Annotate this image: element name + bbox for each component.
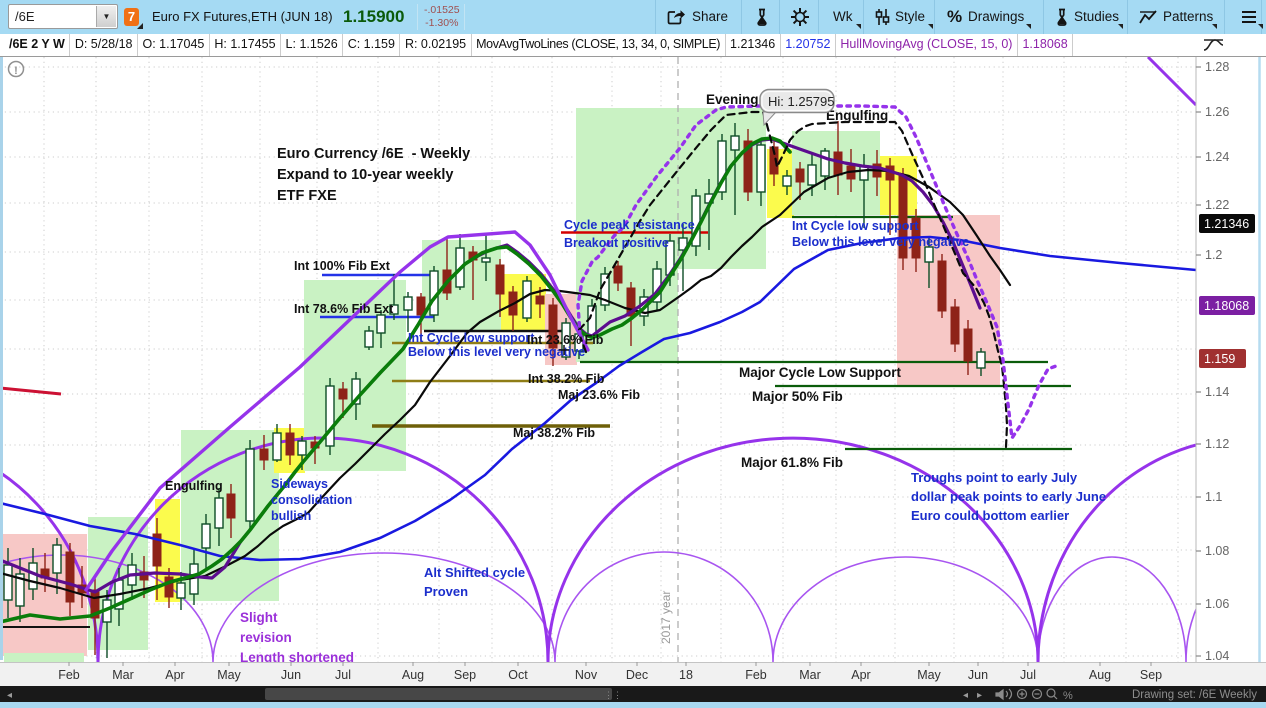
svg-text:bullish: bullish [271, 509, 311, 523]
svg-text:Jun: Jun [281, 668, 301, 682]
svg-text:Evening: Evening [706, 92, 759, 107]
svg-text:Nov: Nov [575, 668, 598, 682]
svg-text:Major 61.8% Fib: Major 61.8% Fib [741, 455, 843, 470]
svg-text:1.21346: 1.21346 [1204, 217, 1249, 231]
svg-text:Aug: Aug [1089, 668, 1111, 682]
svg-text:1.1: 1.1 [1205, 490, 1222, 504]
svg-text:Cycle peak resistance: Cycle peak resistance [564, 218, 695, 232]
svg-text:%: % [1063, 690, 1073, 702]
svg-text:May: May [217, 668, 241, 682]
svg-text:Maj 23.6% Fib: Maj 23.6% Fib [558, 388, 640, 402]
svg-text:Int 100% Fib Ext: Int 100% Fib Ext [294, 259, 391, 273]
svg-text:1.18068: 1.18068 [1204, 299, 1249, 313]
svg-text:Sep: Sep [1140, 668, 1162, 682]
svg-text:Int 23.6% Fib: Int 23.6% Fib [527, 333, 604, 347]
svg-text:Major Cycle Low Support: Major Cycle Low Support [739, 365, 902, 380]
svg-text:Int 78.6% Fib Ext: Int 78.6% Fib Ext [294, 302, 394, 316]
svg-text:Below this level very negative: Below this level very negative [408, 345, 585, 359]
svg-text:consolidation: consolidation [271, 493, 352, 507]
svg-text:Aug: Aug [402, 668, 424, 682]
svg-text:May: May [917, 668, 941, 682]
svg-text:Below this level very negative: Below this level very negative [792, 235, 969, 249]
svg-text:Slight: Slight [240, 610, 278, 625]
svg-text:Feb: Feb [58, 668, 80, 682]
svg-text:Euro could bottom earlier: Euro could bottom earlier [911, 508, 1069, 523]
svg-text:ETF FXE: ETF FXE [277, 188, 337, 204]
svg-text:1.2: 1.2 [1205, 248, 1222, 262]
svg-text:◂: ◂ [7, 690, 12, 701]
svg-text:⋮⋮: ⋮⋮ [604, 690, 622, 700]
svg-text:1.08: 1.08 [1205, 544, 1229, 558]
svg-text:Feb: Feb [745, 668, 767, 682]
svg-text:1.06: 1.06 [1205, 597, 1229, 611]
svg-text:Engulfing: Engulfing [826, 108, 888, 123]
svg-text:Int 38.2% Fib: Int 38.2% Fib [528, 372, 605, 386]
svg-text:Alt Shifted cycle: Alt Shifted cycle [424, 565, 525, 580]
svg-text:▸: ▸ [977, 690, 982, 701]
svg-text:2017 year: 2017 year [659, 591, 673, 644]
svg-text:Maj 38.2% Fib: Maj 38.2% Fib [513, 426, 595, 440]
svg-text:Expand to 10-year weekly: Expand to 10-year weekly [277, 167, 454, 183]
svg-text:1.12: 1.12 [1205, 437, 1229, 451]
svg-text:!: ! [14, 65, 18, 77]
svg-text:Jun: Jun [968, 668, 988, 682]
svg-text:1.28: 1.28 [1205, 60, 1229, 74]
svg-text:Major 50% Fib: Major 50% Fib [752, 389, 843, 404]
svg-text:Int Cycle low support: Int Cycle low support [408, 331, 535, 345]
svg-text:revision: revision [240, 630, 292, 645]
svg-text:Mar: Mar [112, 668, 134, 682]
svg-text:Mar: Mar [799, 668, 821, 682]
svg-text:Length shortened: Length shortened [240, 650, 354, 665]
svg-text:Engulfing: Engulfing [165, 479, 223, 493]
svg-text:Jul: Jul [1020, 668, 1036, 682]
svg-text:Euro Currency /6E - Weekly: Euro Currency /6E - Weekly [277, 146, 470, 162]
svg-text:Proven: Proven [424, 584, 468, 599]
svg-text:1.22: 1.22 [1205, 198, 1229, 212]
svg-text:1.159: 1.159 [1204, 352, 1235, 366]
svg-text:Breakout positive: Breakout positive [564, 236, 669, 250]
svg-text:Oct: Oct [508, 668, 528, 682]
svg-text:1.14: 1.14 [1205, 385, 1229, 399]
svg-text:18: 18 [679, 668, 693, 682]
svg-text:Dec: Dec [626, 668, 648, 682]
svg-text:dollar peak points to early Ju: dollar peak points to early June [911, 489, 1106, 504]
svg-text:Jul: Jul [335, 668, 351, 682]
svg-text:1.26: 1.26 [1205, 105, 1229, 119]
svg-text:1.24: 1.24 [1205, 150, 1229, 164]
svg-text:◂: ◂ [963, 690, 968, 701]
svg-text:Sideways: Sideways [271, 477, 328, 491]
svg-text:Hi: 1.25795: Hi: 1.25795 [768, 94, 835, 109]
svg-text:1.04: 1.04 [1205, 649, 1229, 663]
svg-text:Drawing set: /6E Weekly: Drawing set: /6E Weekly [1132, 689, 1257, 701]
svg-text:Int Cycle low support: Int Cycle low support [792, 219, 919, 233]
svg-text:Troughs point to early July: Troughs point to early July [911, 470, 1078, 485]
svg-text:Apr: Apr [851, 668, 870, 682]
svg-text:Apr: Apr [165, 668, 184, 682]
svg-text:Sep: Sep [454, 668, 476, 682]
